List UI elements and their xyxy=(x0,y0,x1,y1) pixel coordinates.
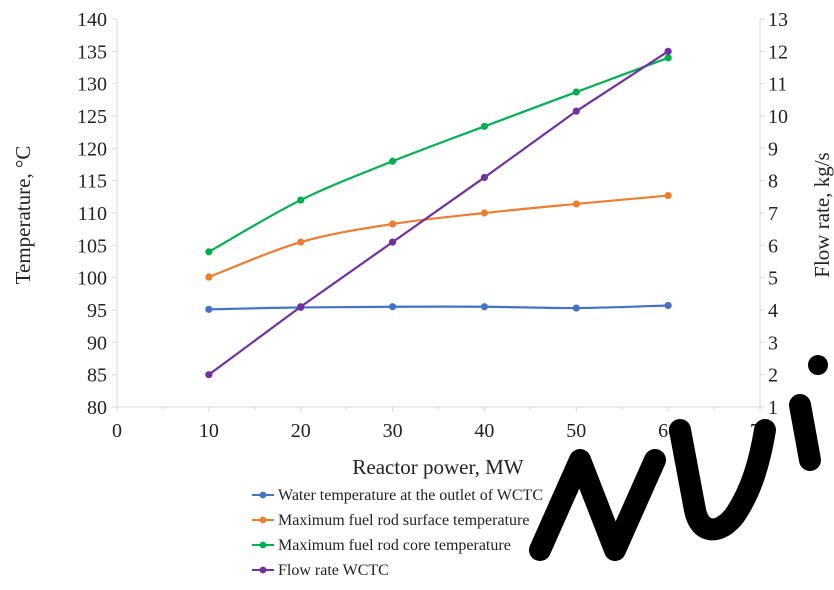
y2-tick-label: 13 xyxy=(768,9,788,31)
series-line xyxy=(208,304,669,311)
x-tick-label: 50 xyxy=(566,420,586,442)
x-tick-label: 30 xyxy=(383,420,403,442)
y-tick-label: 140 xyxy=(77,9,107,31)
data-point xyxy=(388,220,397,228)
data-point xyxy=(205,305,213,313)
data-point xyxy=(297,238,305,246)
data-point xyxy=(480,303,489,311)
y2-tick-label: 12 xyxy=(768,41,788,63)
data-point xyxy=(572,107,580,115)
y-tick-label: 90 xyxy=(87,332,107,354)
y2-tick-label: 5 xyxy=(768,268,778,290)
x-tick-label: 40 xyxy=(474,420,494,442)
data-point xyxy=(388,157,397,165)
legend-swatch-marker xyxy=(259,516,267,524)
y2-tick-label: 3 xyxy=(768,332,778,354)
y2-tick-label: 10 xyxy=(768,106,788,128)
y-tick-label: 130 xyxy=(77,74,107,96)
y-tick-label: 120 xyxy=(77,138,107,160)
series-layer xyxy=(205,47,672,379)
data-point xyxy=(388,303,397,311)
legend-swatch-marker xyxy=(259,491,267,499)
data-point xyxy=(664,54,672,62)
legend-label: Maximum fuel rod surface temperature xyxy=(278,512,529,529)
y-tick-label: 80 xyxy=(87,397,107,419)
data-point xyxy=(572,88,580,96)
data-point xyxy=(664,191,672,200)
data-point xyxy=(297,303,305,311)
y-tick-label: 105 xyxy=(77,235,107,257)
y-tick-label: 115 xyxy=(78,171,107,193)
series-line xyxy=(208,56,669,253)
x-tick-label: 60 xyxy=(658,420,678,442)
legend: Water temperature at the outlet of WCTC M… xyxy=(252,487,543,579)
legend-label: Water temperature at the outlet of WCTC xyxy=(278,487,543,504)
x-tick-label: 0 xyxy=(112,420,122,442)
y-tick-label: 125 xyxy=(77,106,107,128)
x-tick-label: 20 xyxy=(291,420,311,442)
y2-tick-label: 8 xyxy=(768,171,778,193)
y2-tick-label: 9 xyxy=(768,138,778,160)
legend-label: Flow rate WCTC xyxy=(278,562,389,579)
legend-swatch-marker xyxy=(259,541,267,549)
y2-tick-label: 4 xyxy=(768,300,778,322)
y2-tick-label: 2 xyxy=(768,365,778,387)
x-tick-label: 70 xyxy=(750,420,770,442)
data-point xyxy=(205,273,213,281)
data-point xyxy=(480,209,489,217)
data-point xyxy=(205,371,213,379)
y2-tick-label: 6 xyxy=(768,235,778,257)
y2-tick-label: 1 xyxy=(768,397,778,419)
legend-label: Maximum fuel rod core temperature xyxy=(278,537,511,554)
x-tick-label: 10 xyxy=(199,420,219,442)
data-point xyxy=(480,173,489,182)
data-point xyxy=(205,248,213,256)
data-point xyxy=(480,122,489,130)
y-tick-label: 85 xyxy=(87,365,107,387)
legend-swatch-marker xyxy=(259,566,267,574)
y-tick-label: 95 xyxy=(87,300,107,322)
y-axis-title: Temperature, °C xyxy=(11,146,35,285)
data-point xyxy=(664,301,672,310)
data-point xyxy=(297,196,305,204)
data-point xyxy=(572,304,580,312)
y2-tick-label: 11 xyxy=(768,74,787,96)
data-point xyxy=(388,238,397,246)
series-line xyxy=(208,50,669,376)
y-tick-label: 100 xyxy=(77,268,107,290)
y2-tick-label: 7 xyxy=(768,203,778,225)
y-tick-label: 110 xyxy=(78,203,107,225)
data-point xyxy=(572,200,580,208)
x-axis-title: Reactor power, MW xyxy=(352,455,523,479)
data-point xyxy=(664,47,672,55)
axes: 0 10 20 30 40 50 60 708085909510010511011512012… xyxy=(77,9,788,442)
y2-axis-title: Flow rate, kg/s xyxy=(810,152,834,277)
series-line xyxy=(208,194,669,279)
y-tick-label: 135 xyxy=(77,41,107,63)
